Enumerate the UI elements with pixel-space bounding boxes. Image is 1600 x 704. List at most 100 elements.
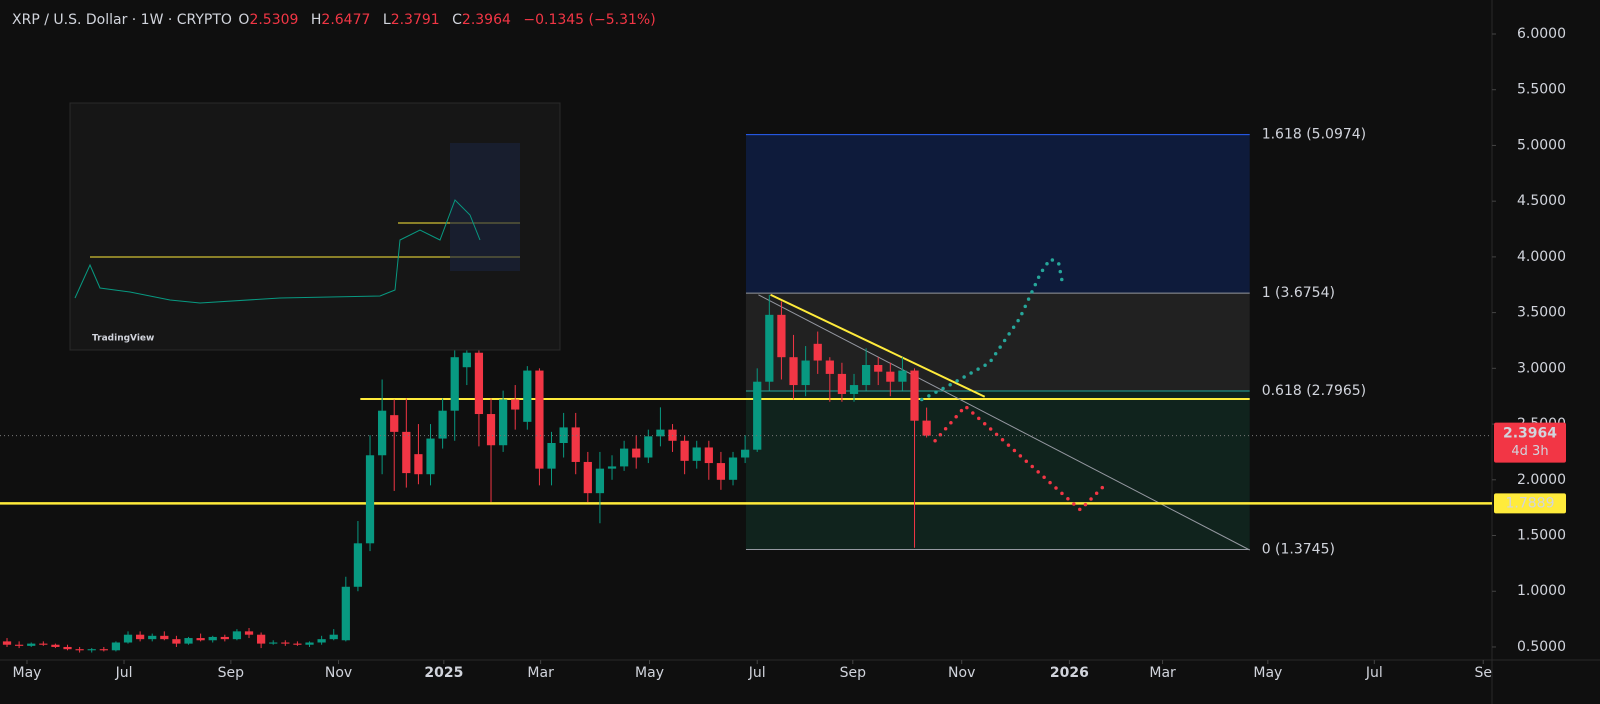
- candle-body: [825, 360, 834, 374]
- candle-body: [765, 314, 774, 382]
- candle-body: [777, 314, 786, 358]
- candle-body: [87, 649, 96, 651]
- ohlc-value: 2.5309: [249, 12, 299, 28]
- inset-screenshot: TradingView: [69, 102, 561, 351]
- x-tick-label: Mar: [1149, 665, 1176, 681]
- candle-body: [801, 360, 810, 386]
- candle-body: [257, 634, 266, 644]
- ohlc-letter: H: [310, 12, 322, 28]
- fib-label: 0.618 (2.7965): [1262, 383, 1366, 399]
- candle-body: [232, 631, 242, 640]
- candle-body: [2, 641, 12, 645]
- candle-body: [595, 468, 605, 494]
- candle-body: [378, 410, 387, 456]
- candle-body: [281, 642, 290, 644]
- x-tick-label: Nov: [948, 665, 975, 681]
- candle-body: [208, 636, 217, 641]
- x-tick-label: 2025: [424, 665, 463, 681]
- candle-body: [644, 436, 653, 458]
- last-price-box: [1494, 422, 1566, 463]
- y-tick-label: 3.0000: [1517, 360, 1566, 376]
- x-tick-label: Jul: [1365, 665, 1383, 681]
- candle-body: [244, 631, 254, 635]
- candle-body: [499, 399, 508, 446]
- x-tick-label: Sep: [218, 665, 245, 681]
- candle-body: [414, 454, 423, 475]
- candle-body: [15, 644, 24, 646]
- candle-body: [656, 429, 665, 437]
- y-tick-label: 5.5000: [1517, 82, 1566, 98]
- candle-body: [620, 448, 629, 467]
- trend-line: [770, 293, 986, 398]
- y-tick-label: 4.5000: [1517, 193, 1566, 209]
- candle-body: [63, 646, 72, 650]
- trend-line: [758, 294, 1250, 551]
- candle-body: [75, 649, 84, 651]
- candle-body: [51, 644, 60, 647]
- candle-body: [269, 642, 278, 644]
- x-tick-label: May: [13, 665, 42, 681]
- x-tick-label: Nov: [325, 665, 352, 681]
- y-tick-label: 5.0000: [1517, 137, 1566, 153]
- candle-body: [27, 643, 36, 646]
- candle-body: [196, 638, 205, 641]
- ohlc-letter: C: [452, 12, 462, 28]
- projection: [920, 256, 1064, 402]
- candle-body: [136, 634, 145, 640]
- candle-body: [160, 635, 169, 640]
- x-tick-label: 2026: [1050, 665, 1089, 681]
- candle-body: [849, 385, 859, 394]
- candle-body: [692, 447, 701, 461]
- candle-body: [474, 352, 484, 415]
- candle-body: [99, 649, 108, 651]
- candle-body: [293, 643, 302, 645]
- inset-brand: TradingView: [92, 334, 154, 344]
- candle-body: [402, 431, 411, 474]
- x-tick-label: Sep: [840, 665, 867, 681]
- candle-body: [390, 415, 399, 432]
- candle-body: [813, 343, 822, 361]
- candle-body: [111, 642, 121, 651]
- x-tick-label: Jul: [748, 665, 766, 681]
- candle-body: [728, 457, 738, 480]
- candle-body: [583, 461, 592, 494]
- candle-body: [305, 642, 314, 645]
- candle-body: [39, 643, 48, 645]
- y-tick-label: 6.0000: [1517, 26, 1566, 42]
- fib-label: 1 (3.6754): [1262, 285, 1335, 301]
- candle-body: [753, 381, 762, 450]
- candle-body: [789, 357, 798, 386]
- y-tick-label: 2.0000: [1517, 472, 1566, 488]
- inset-zone: [450, 143, 520, 271]
- candle-body: [148, 635, 157, 640]
- fib-zone: [745, 293, 1250, 392]
- x-tick-label: Se: [1474, 665, 1492, 681]
- candle-body: [680, 440, 689, 461]
- y-tick-label: 3.5000: [1517, 305, 1566, 321]
- fib-zone: [745, 134, 1250, 294]
- candle-body: [837, 373, 847, 394]
- candle-body: [486, 414, 496, 446]
- y-tick-label: 1.5000: [1517, 528, 1566, 544]
- candle-body: [559, 427, 568, 444]
- candle-body: [898, 370, 907, 382]
- x-tick-label: Mar: [527, 665, 554, 681]
- y-tick-label: 0.5000: [1517, 639, 1566, 655]
- fib-zone: [745, 391, 1250, 550]
- candle-body: [716, 463, 726, 480]
- candle-body: [220, 636, 229, 640]
- candle-body: [365, 455, 375, 544]
- ohlc-value: 2.6477: [321, 12, 371, 28]
- candle-body: [123, 634, 133, 643]
- countdown: 4d 3h: [1511, 444, 1548, 459]
- candle-body: [438, 410, 447, 439]
- projection: [933, 403, 1107, 513]
- candle-body: [741, 449, 750, 458]
- fib-label: 1.618 (5.0974): [1262, 127, 1366, 143]
- candle-body: [462, 352, 471, 368]
- candle-body: [317, 639, 326, 643]
- ohlc-letter: L: [382, 12, 391, 28]
- price-label: 1.7889: [1506, 495, 1555, 511]
- candle-body: [704, 447, 713, 464]
- ohlc-letter: O: [238, 12, 250, 28]
